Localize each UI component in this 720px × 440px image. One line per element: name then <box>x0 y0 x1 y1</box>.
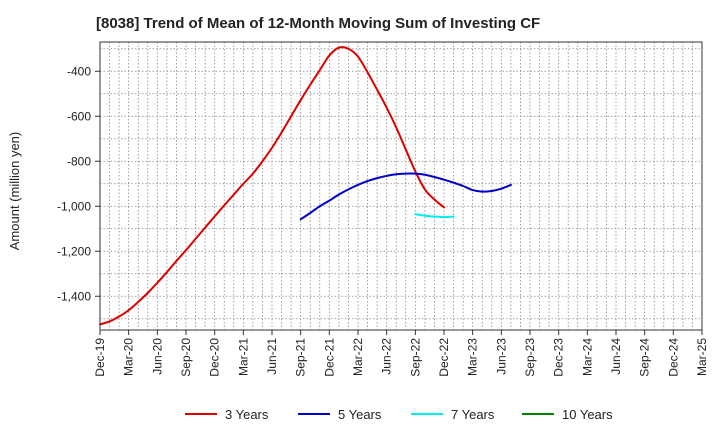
y-tick-label: -400 <box>67 64 91 78</box>
series-line-5-years <box>299 172 512 221</box>
x-tick-label: Jun-23 <box>494 338 508 375</box>
legend-label-5-years: 5 Years <box>338 407 382 422</box>
x-tick-label: Dec-20 <box>208 338 222 377</box>
x-tick-label: Mar-22 <box>351 338 365 376</box>
plot-area <box>100 42 702 330</box>
series-line-3-years <box>99 46 445 326</box>
y-tick-label: -600 <box>67 109 91 123</box>
x-tick-label: Sep-21 <box>294 338 308 377</box>
x-tick-label: Dec-24 <box>666 338 680 377</box>
y-tick-label: -1,400 <box>57 289 91 303</box>
legend-label-3-years: 3 Years <box>225 407 269 422</box>
x-tick-label: Jun-24 <box>609 338 623 375</box>
plot-frame <box>99 41 703 331</box>
y-axis-label: Amount (million yen) <box>7 132 22 251</box>
x-tick-label: Jun-21 <box>265 338 279 375</box>
x-tick-label: Dec-19 <box>93 338 107 377</box>
axes-layer: -400 -600 -800 -1,000 -1,200 -1,400 Dec-19 Mar-… <box>57 41 709 377</box>
x-tick-label: Mar-23 <box>466 338 480 376</box>
series-line-7-years <box>414 213 455 219</box>
x-tick-label: Sep-24 <box>638 338 652 377</box>
y-tick-label: -1,000 <box>57 199 91 213</box>
x-tick-label: Jun-20 <box>150 338 164 375</box>
y-tick-label: -800 <box>67 154 91 168</box>
x-tick-label: Sep-22 <box>408 338 422 377</box>
legend-label-10-years: 10 Years <box>562 407 613 422</box>
x-tick-label: Dec-22 <box>437 338 451 377</box>
grid-layer <box>100 42 702 330</box>
x-tick-label: Sep-20 <box>179 338 193 377</box>
x-tick-label: Sep-23 <box>523 338 537 377</box>
legend: 3 Years 5 Years 7 Years 10 Years <box>185 407 613 422</box>
x-tick-label: Mar-21 <box>236 338 250 376</box>
series-layer <box>99 46 512 326</box>
x-tick-label: Mar-24 <box>580 338 594 376</box>
chart-title: [8038] Trend of Mean of 12-Month Moving … <box>96 15 540 32</box>
x-tick-label: Dec-23 <box>552 338 566 377</box>
x-tick-label: Mar-25 <box>695 338 709 376</box>
x-tick-label: Dec-21 <box>322 338 336 377</box>
legend-label-7-years: 7 Years <box>451 407 495 422</box>
x-tick-label: Mar-20 <box>122 338 136 376</box>
x-tick-label: Jun-22 <box>380 338 394 375</box>
y-tick-label: -1,200 <box>57 244 91 258</box>
